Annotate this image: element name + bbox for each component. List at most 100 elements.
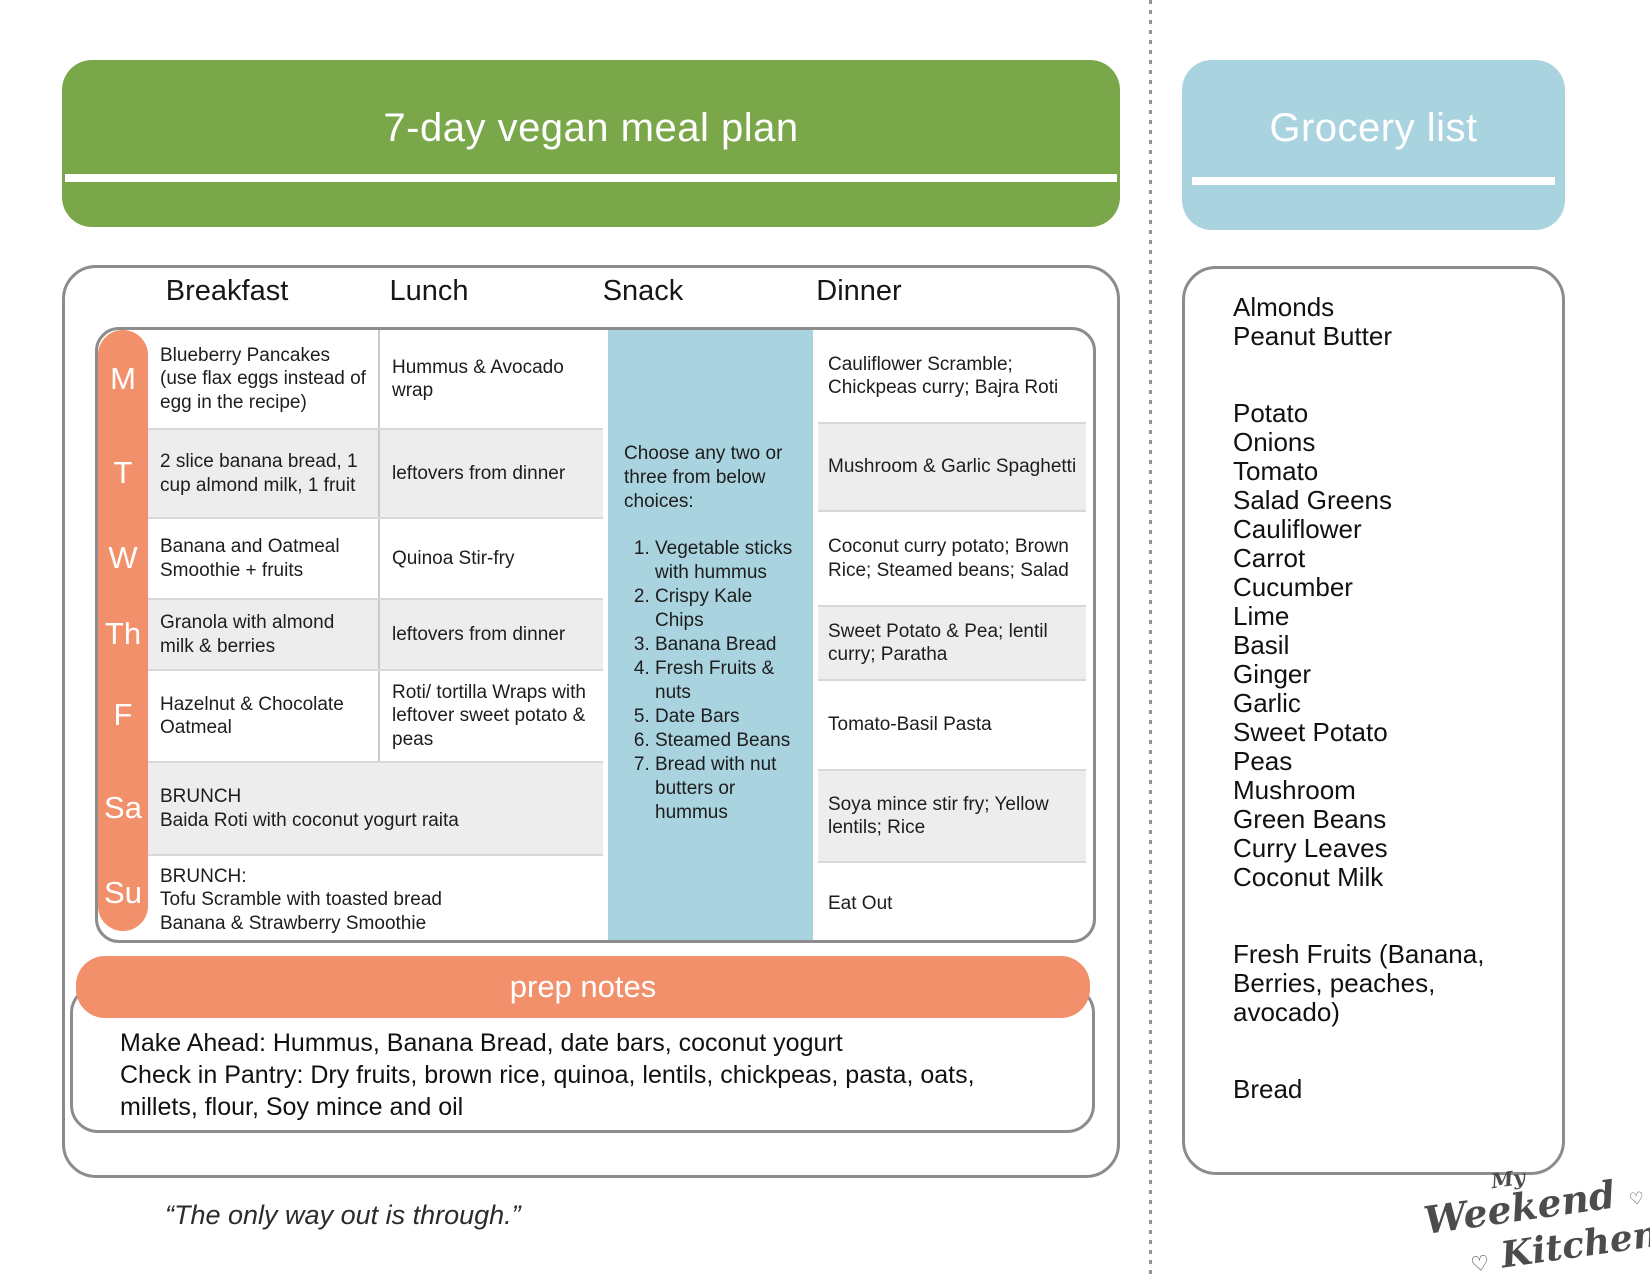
grocery-item: Basil: [1233, 630, 1290, 660]
breakfast-lunch-column: Blueberry Pancakes (use flax eggs instea…: [148, 330, 603, 940]
prep-notes-line: Make Ahead: Hummus, Banana Bread, date b…: [120, 1029, 843, 1057]
meal-plan-title-underline: [65, 174, 1117, 182]
snack-choice: Bread with nut butters or hummus: [655, 753, 801, 825]
snack-column: Choose any two or three from below choic…: [608, 330, 813, 940]
prep-notes-header: prep notes: [76, 956, 1090, 1018]
dinner-cell: Sweet Potato & Pea; lentil curry; Parath…: [818, 605, 1086, 679]
dinner-cell: Tomato-Basil Pasta: [818, 679, 1086, 769]
meal-plan-header-banner: 7-day vegan meal plan: [62, 60, 1120, 227]
day-label-text: W: [108, 539, 138, 575]
day-label-text: Th: [104, 615, 142, 651]
grocery-item: Salad Greens: [1233, 485, 1392, 515]
meal-table: M T W Th F Sa Su Blueberry Pancakes (use…: [95, 327, 1096, 943]
prep-notes-line: Check in Pantry: Dry fruits, brown rice,…: [120, 1061, 975, 1121]
column-header-breakfast: Breakfast: [165, 275, 289, 307]
day-label-tuesday: T: [98, 428, 148, 517]
day-label-wednesday: W: [98, 517, 148, 598]
brunch-cell: BRUNCH Baida Roti with coconut yogurt ra…: [160, 786, 459, 831]
snack-choice: Banana Bread: [655, 633, 801, 657]
dinner-cell: Mushroom & Garlic Spaghetti: [818, 422, 1086, 510]
table-row: 2 slice banana bread, 1 cup almond milk,…: [148, 428, 603, 517]
breakfast-cell: Blueberry Pancakes (use flax eggs instea…: [160, 344, 366, 413]
grocery-group: Bread: [1233, 1075, 1540, 1104]
heart-icon: ♡: [1627, 1188, 1646, 1211]
column-header-dinner: Dinner: [816, 275, 902, 307]
meal-plan-title: 7-day vegan meal plan: [383, 106, 799, 150]
grocery-item: Sweet Potato: [1233, 717, 1388, 747]
grocery-item: Carrot: [1233, 543, 1306, 573]
grocery-item: Peanut Butter: [1233, 321, 1392, 351]
grocery-item: Lime: [1233, 601, 1290, 631]
dotted-divider: [1149, 0, 1152, 1275]
snack-choice: Fresh Fruits & nuts: [655, 657, 801, 705]
day-label-saturday: Sa: [98, 761, 148, 854]
snack-choices-list: Vegetable sticks with hummus Crispy Kale…: [624, 537, 801, 825]
grocery-list-card: Almonds Peanut Butter Potato Onions Toma…: [1182, 266, 1565, 1175]
grocery-item: Ginger: [1233, 659, 1312, 689]
day-label-text: Su: [104, 874, 142, 910]
grocery-title-underline: [1192, 177, 1555, 185]
meal-plan-card: Breakfast Lunch Snack Dinner M T W Th F …: [62, 265, 1120, 1178]
lunch-cell: Roti/ tortilla Wraps with leftover sweet…: [378, 671, 603, 761]
brunch-cell: BRUNCH: Tofu Scramble with toasted bread…: [160, 865, 442, 934]
grocery-item: Mushroom: [1233, 775, 1356, 805]
grocery-group: Potato Onions Tomato Salad Greens Caulif…: [1233, 399, 1540, 892]
day-label-text: T: [113, 454, 133, 490]
grocery-item: Coconut Milk: [1233, 862, 1384, 892]
day-label-thursday: Th: [98, 598, 148, 669]
grocery-item: Cucumber: [1233, 572, 1353, 602]
grocery-item: Almonds: [1233, 292, 1335, 322]
snack-choice: Vegetable sticks with hummus: [655, 537, 801, 585]
day-label-sunday: Su: [98, 854, 148, 931]
table-row: Hazelnut & Chocolate Oatmeal Roti/ torti…: [148, 669, 603, 761]
table-row: Banana and Oatmeal Smoothie + fruits Qui…: [148, 517, 603, 598]
day-label-monday: M: [98, 330, 148, 428]
quote-text: “The only way out is through.”: [165, 1200, 521, 1230]
dinner-cell: Coconut curry potato; Brown Rice; Steame…: [818, 510, 1086, 605]
table-row: BRUNCH Baida Roti with coconut yogurt ra…: [148, 761, 603, 854]
day-label-text: Sa: [104, 789, 142, 825]
grocery-item: Cauliflower: [1233, 514, 1362, 544]
lunch-cell: Hummus & Avocado wrap: [378, 330, 603, 428]
table-row: BRUNCH: Tofu Scramble with toasted bread…: [148, 854, 603, 940]
grocery-item: Curry Leaves: [1233, 833, 1388, 863]
table-row: Blueberry Pancakes (use flax eggs instea…: [148, 330, 603, 428]
grocery-item: Bread: [1233, 1074, 1303, 1104]
grocery-group: Almonds Peanut Butter: [1233, 293, 1540, 351]
grocery-header-banner: Grocery list: [1182, 60, 1565, 230]
breakfast-cell: Granola with almond milk & berries: [160, 612, 335, 657]
day-label-text: M: [110, 361, 136, 396]
lunch-cell: Quinoa Stir-fry: [378, 519, 603, 598]
column-header-lunch: Lunch: [389, 275, 469, 307]
day-column: M T W Th F Sa Su: [98, 330, 148, 931]
lunch-cell: leftovers from dinner: [378, 600, 603, 669]
breakfast-cell: Banana and Oatmeal Smoothie + fruits: [160, 536, 340, 581]
breakfast-cell: 2 slice banana bread, 1 cup almond milk,…: [160, 451, 358, 496]
grocery-item: Tomato: [1233, 456, 1319, 486]
day-label-friday: F: [98, 669, 148, 761]
table-row: Granola with almond milk & berries lefto…: [148, 598, 603, 669]
grocery-title: Grocery list: [1269, 106, 1478, 150]
snack-intro: Choose any two or three from below choic…: [624, 443, 783, 512]
day-label-text: F: [113, 697, 133, 732]
dinner-cell: Eat Out: [818, 861, 1086, 940]
breakfast-cell: Hazelnut & Chocolate Oatmeal: [160, 693, 344, 739]
snack-choice: Date Bars: [655, 705, 801, 729]
dinner-cell: Soya mince stir fry; Yellow lentils; Ric…: [818, 769, 1086, 861]
lunch-cell: leftovers from dinner: [378, 430, 603, 517]
heart-icon: ♡: [1468, 1249, 1492, 1277]
grocery-item: Peas: [1233, 746, 1293, 776]
grocery-item: Green Beans: [1233, 804, 1387, 834]
dinner-cell: Cauliflower Scramble; Chickpeas curry; B…: [828, 353, 1059, 399]
snack-choice: Crispy Kale Chips: [655, 585, 801, 633]
dinner-column: Cauliflower Scramble; Chickpeas curry; B…: [818, 330, 1086, 940]
grocery-group: Fresh Fruits (Banana, Berries, peaches, …: [1233, 940, 1540, 1027]
column-header-snack: Snack: [602, 275, 684, 307]
snack-choice: Steamed Beans: [655, 729, 801, 753]
grocery-item: Garlic: [1233, 688, 1301, 718]
grocery-item: Potato: [1233, 398, 1309, 428]
prep-notes-title: prep notes: [509, 969, 657, 1004]
prep-notes-body: Make Ahead: Hummus, Banana Bread, date b…: [120, 1027, 1025, 1123]
grocery-item: Onions: [1233, 427, 1316, 457]
grocery-item: Fresh Fruits (Banana, Berries, peaches, …: [1233, 939, 1485, 1027]
